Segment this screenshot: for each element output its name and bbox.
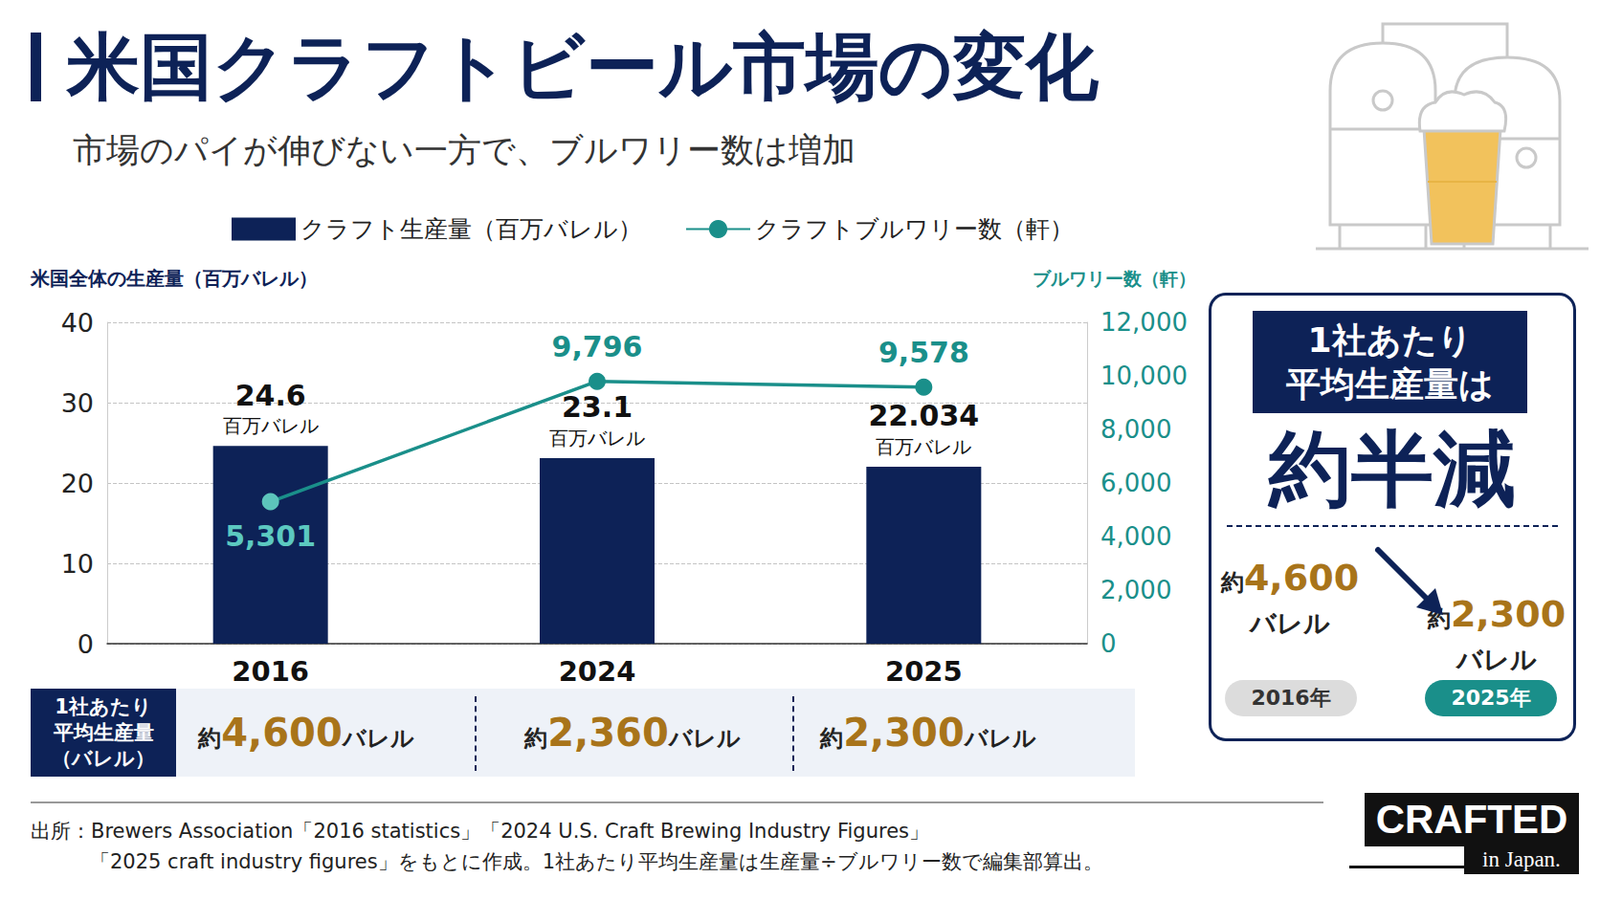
- svg-text:2016: 2016: [231, 655, 310, 689]
- svg-text:0: 0: [1100, 629, 1117, 659]
- html-text:約2,300: 約2,300: [1427, 593, 1566, 636]
- svg-text:10: 10: [61, 549, 94, 579]
- svg-text:2025: 2025: [885, 655, 963, 689]
- html-text:in Japan.: in Japan.: [1482, 847, 1561, 872]
- svg-text:10,000: 10,000: [1100, 361, 1188, 391]
- html-text:ブルワリー数（軒）: ブルワリー数（軒）: [1032, 267, 1197, 289]
- html-text:バレル: バレル: [1456, 644, 1537, 675]
- svg-text:0: 0: [77, 629, 94, 660]
- svg-text:9,578: 9,578: [878, 335, 970, 370]
- svg-text:百万バレル: 百万バレル: [549, 426, 645, 450]
- svg-text:百万バレル: 百万バレル: [875, 435, 972, 459]
- svg-text:百万バレル: 百万バレル: [222, 414, 319, 438]
- html-text:「2025 craft industry figures」を: 「2025 craft industry figures」をもとに作成。1社あた…: [89, 850, 1104, 874]
- html-text:出所：Brewers Association「2016 st: 出所：Brewers Association「2016 statistics」「…: [30, 820, 930, 844]
- html-text:米国全体の生産量（百万バレル）: 米国全体の生産量（百万バレル）: [30, 266, 318, 290]
- html-text:2016年: 2016年: [1251, 686, 1331, 711]
- html-text:約半減: 約半減: [1268, 421, 1516, 517]
- svg-text:8,000: 8,000: [1100, 415, 1172, 445]
- svg-text:2,000: 2,000: [1100, 576, 1172, 605]
- svg-text:6,000: 6,000: [1100, 468, 1172, 498]
- html-text:平均生産量: 平均生産量: [53, 721, 154, 745]
- html-text:（バレル）: （バレル）: [51, 746, 156, 770]
- html-text:約2,300バレル: 約2,300バレル: [820, 711, 1037, 756]
- svg-text:5,301: 5,301: [224, 519, 316, 554]
- svg-text:24.6: 24.6: [235, 378, 307, 413]
- html-text:1社あたり: 1社あたり: [1307, 320, 1473, 360]
- svg-text:2024: 2024: [558, 655, 637, 689]
- html-text:約4,600: 約4,600: [1220, 556, 1359, 600]
- html-text:約4,600バレル: 約4,600バレル: [198, 711, 415, 756]
- html-text:バレル: バレル: [1249, 608, 1331, 639]
- html-text:平均生産量は: 平均生産量は: [1286, 364, 1494, 404]
- html-text:CRAFTED: CRAFTED: [1375, 797, 1568, 843]
- svg-text:22.034: 22.034: [867, 399, 979, 433]
- svg-text:40: 40: [61, 308, 94, 338]
- svg-text:23.1: 23.1: [561, 390, 633, 424]
- html-text:2025年: 2025年: [1451, 686, 1531, 711]
- svg-text:12,000: 12,000: [1100, 308, 1188, 337]
- html-text:市場のパイが伸びない一方で、ブルワリー数は増加: 市場のパイが伸びない一方で、ブルワリー数は増加: [72, 131, 856, 170]
- svg-text:クラフト生産量（百万バレル）: クラフト生産量（百万バレル）: [300, 215, 643, 244]
- html-text:1社あたり: 1社あたり: [54, 695, 152, 719]
- svg-text:4,000: 4,000: [1100, 522, 1172, 552]
- svg-text:クラフトブルワリー数（軒）: クラフトブルワリー数（軒）: [755, 215, 1074, 244]
- html-text:米国クラフトビール市場の変化: 米国クラフトビール市場の変化: [66, 23, 1099, 110]
- svg-text:20: 20: [61, 468, 94, 499]
- svg-text:9,796: 9,796: [552, 330, 644, 364]
- html-text:約2,360バレル: 約2,360バレル: [524, 711, 741, 756]
- svg-text:30: 30: [61, 388, 94, 419]
